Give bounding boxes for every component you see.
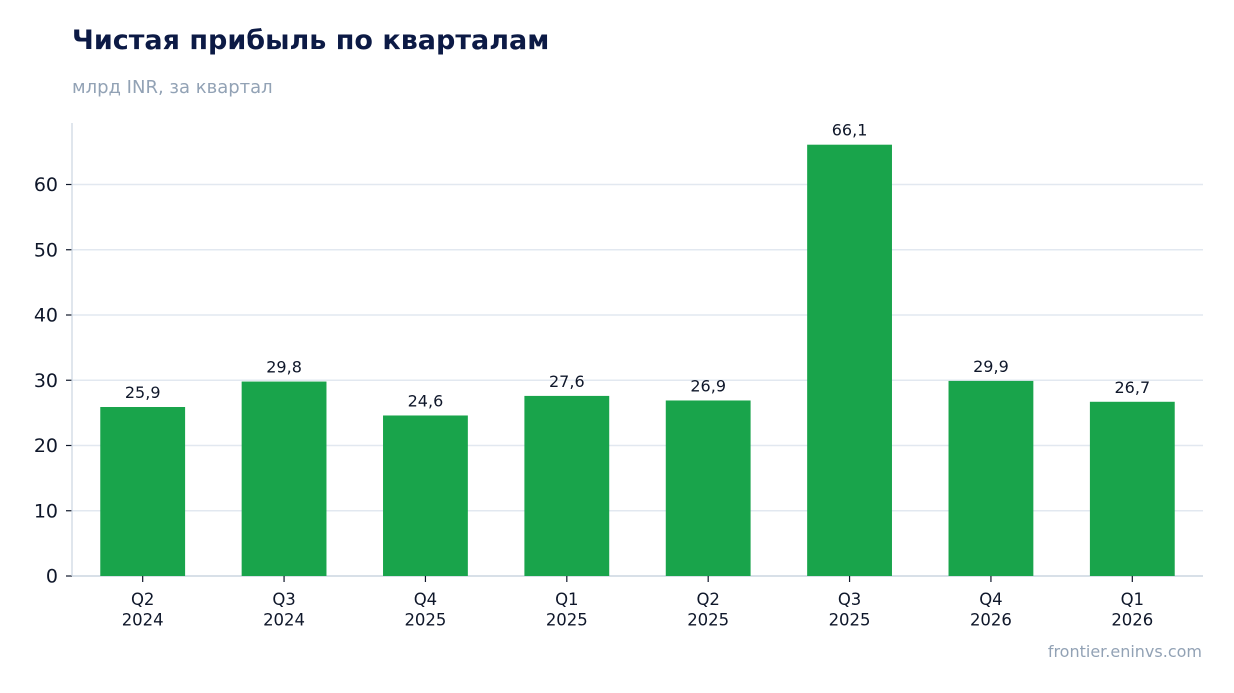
y-tick-label: 0 [46, 566, 58, 588]
x-tick-label: Q4 2026 [970, 590, 1012, 630]
bar [241, 381, 327, 576]
x-tick-label: Q2 2025 [687, 590, 729, 630]
chart-title: Чистая прибыль по кварталам [72, 25, 550, 56]
y-axis: 0 10 20 30 40 50 60 [34, 123, 73, 588]
x-axis: Q2 2024 Q3 2024 Q4 2025 Q1 2025 Q2 2025 Q3 2025 Q4 20… [72, 575, 1203, 630]
source-credit: frontier.eninvs.com [1047, 642, 1202, 661]
y-tick-label: 40 [34, 305, 58, 327]
data-label: 25,9 [125, 383, 161, 402]
bar [524, 395, 610, 576]
data-label: 66,1 [832, 121, 868, 140]
bar [665, 400, 751, 576]
data-label: 26,9 [690, 376, 726, 395]
data-label: 24,6 [408, 391, 444, 410]
y-tick-label: 60 [34, 174, 58, 196]
x-tick-label: Q3 2024 [263, 590, 305, 630]
x-tick-label: Q3 2025 [829, 590, 871, 630]
x-tick-label: Q1 2026 [1111, 590, 1153, 630]
y-tick-label: 30 [34, 370, 58, 392]
y-tick-label: 50 [34, 239, 58, 261]
bar [807, 144, 892, 576]
data-label: 29,8 [266, 358, 302, 377]
x-tick-label: Q2 2024 [122, 590, 164, 630]
bar [948, 380, 1034, 576]
bar [1089, 401, 1175, 576]
y-tick-label: 10 [34, 500, 58, 522]
data-label: 26,7 [1115, 378, 1151, 397]
bar [100, 407, 186, 576]
data-label: 29,9 [973, 357, 1009, 376]
chart-subtitle: млрд INR, за квартал [72, 77, 273, 98]
bar [383, 415, 468, 576]
bars [100, 144, 1175, 576]
data-label: 27,6 [549, 372, 585, 391]
x-tick-label: Q1 2025 [546, 590, 588, 630]
y-tick-label: 20 [34, 435, 58, 457]
data-labels: 25,9 29,8 24,6 27,6 26,9 66,1 29,9 26,7 [125, 121, 1150, 411]
x-tick-label: Q4 2025 [404, 590, 446, 630]
